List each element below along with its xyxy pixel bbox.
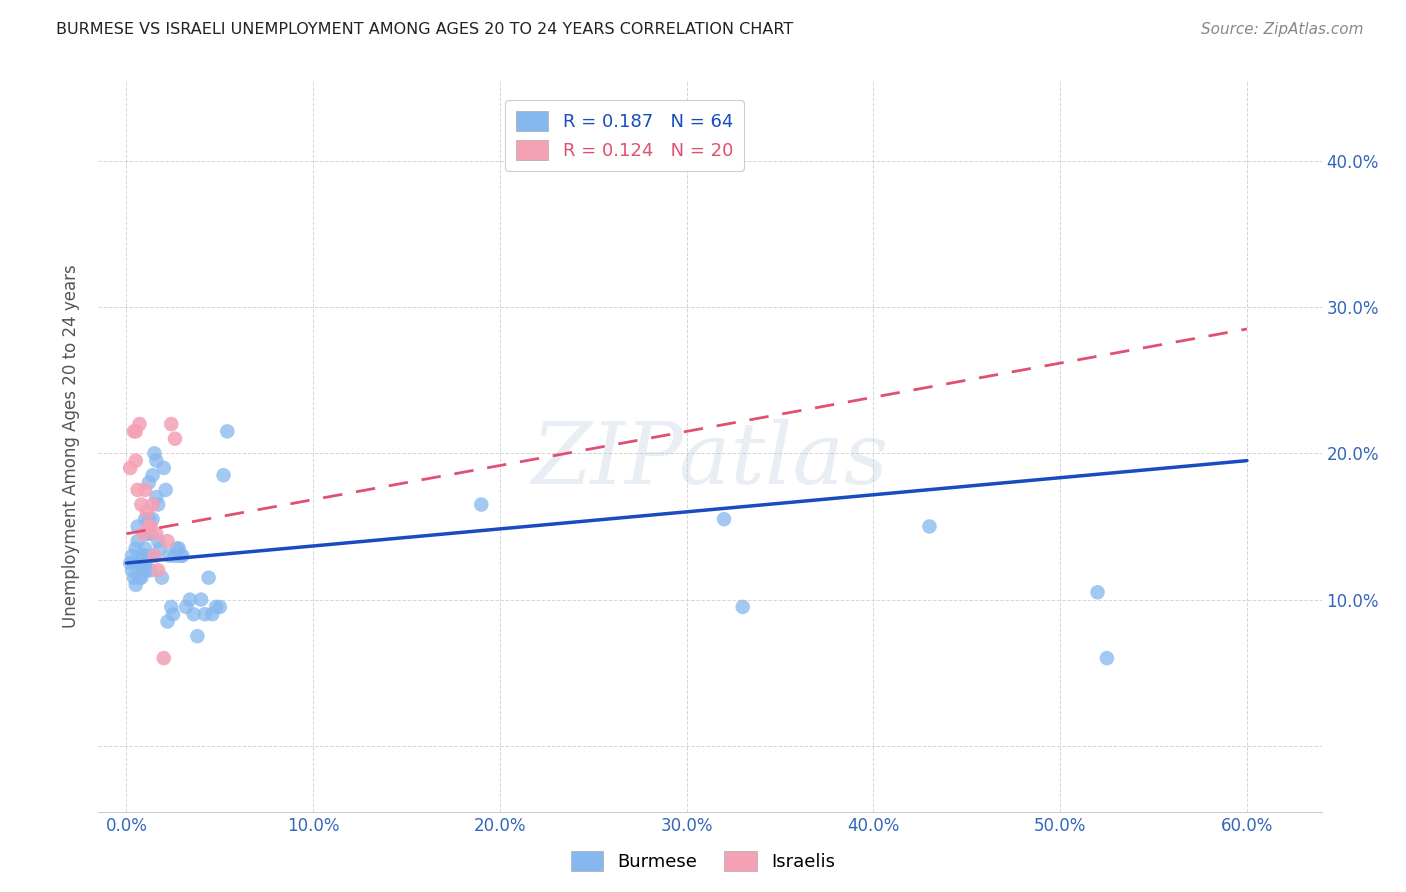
Point xyxy=(128,549,150,563)
Point xyxy=(179,592,201,607)
Point xyxy=(208,599,231,614)
Point xyxy=(183,607,205,622)
Point xyxy=(142,512,165,526)
Y-axis label: Unemployment Among Ages 20 to 24 years: Unemployment Among Ages 20 to 24 years xyxy=(62,264,80,628)
Point xyxy=(128,571,150,585)
Point xyxy=(174,599,197,614)
Point xyxy=(217,425,239,439)
Point xyxy=(160,599,183,614)
Point xyxy=(148,563,170,577)
Point xyxy=(142,498,165,512)
Point xyxy=(190,592,212,607)
Point xyxy=(470,498,492,512)
Point xyxy=(127,534,149,549)
Point xyxy=(167,541,190,556)
Point xyxy=(160,417,183,431)
Point xyxy=(142,468,165,483)
Point xyxy=(163,549,186,563)
Point xyxy=(201,607,224,622)
Point xyxy=(120,556,142,570)
Legend: R = 0.187   N = 64, R = 0.124   N = 20: R = 0.187 N = 64, R = 0.124 N = 20 xyxy=(505,100,744,170)
Point xyxy=(139,563,162,577)
Point xyxy=(143,446,166,460)
Point xyxy=(152,651,174,665)
Point xyxy=(152,461,174,475)
Point xyxy=(149,541,172,556)
Point xyxy=(918,519,941,533)
Point xyxy=(1087,585,1109,599)
Point xyxy=(148,534,170,549)
Point xyxy=(148,498,170,512)
Point xyxy=(131,498,153,512)
Point xyxy=(155,483,177,497)
Point xyxy=(166,541,188,556)
Point xyxy=(131,571,153,585)
Point xyxy=(194,607,217,622)
Point xyxy=(139,526,162,541)
Point xyxy=(132,549,155,563)
Point xyxy=(127,483,149,497)
Point xyxy=(169,549,191,563)
Legend: Burmese, Israelis: Burmese, Israelis xyxy=(564,844,842,879)
Point xyxy=(731,599,754,614)
Text: ZIPatlas: ZIPatlas xyxy=(531,419,889,502)
Point xyxy=(138,512,160,526)
Point xyxy=(205,599,228,614)
Point xyxy=(139,519,162,533)
Point xyxy=(132,563,155,577)
Text: Source: ZipAtlas.com: Source: ZipAtlas.com xyxy=(1201,22,1364,37)
Point xyxy=(136,526,159,541)
Point xyxy=(145,490,167,504)
Point xyxy=(134,541,156,556)
Point xyxy=(145,453,167,467)
Point xyxy=(138,519,160,533)
Point xyxy=(134,556,156,570)
Point xyxy=(156,534,179,549)
Point xyxy=(1095,651,1118,665)
Point xyxy=(143,549,166,563)
Point xyxy=(121,563,143,577)
Point xyxy=(197,571,219,585)
Point xyxy=(172,549,194,563)
Point xyxy=(136,549,159,563)
Point xyxy=(186,629,208,643)
Point xyxy=(122,556,145,570)
Point xyxy=(162,607,184,622)
Point xyxy=(138,475,160,490)
Point xyxy=(125,578,148,592)
Point xyxy=(163,432,186,446)
Point xyxy=(134,483,156,497)
Point xyxy=(143,549,166,563)
Point xyxy=(122,425,145,439)
Point xyxy=(121,549,143,563)
Point xyxy=(713,512,735,526)
Text: BURMESE VS ISRAELI UNEMPLOYMENT AMONG AGES 20 TO 24 YEARS CORRELATION CHART: BURMESE VS ISRAELI UNEMPLOYMENT AMONG AG… xyxy=(56,22,793,37)
Point xyxy=(157,549,180,563)
Point xyxy=(131,556,153,570)
Point xyxy=(136,563,159,577)
Point xyxy=(134,512,156,526)
Point xyxy=(136,505,159,519)
Point xyxy=(145,526,167,541)
Point xyxy=(156,615,179,629)
Point xyxy=(125,541,148,556)
Point xyxy=(125,425,148,439)
Point xyxy=(125,453,148,467)
Point xyxy=(212,468,235,483)
Point xyxy=(122,571,145,585)
Point xyxy=(120,461,142,475)
Point xyxy=(150,571,173,585)
Point xyxy=(132,526,155,541)
Point xyxy=(127,519,149,533)
Point xyxy=(128,417,150,431)
